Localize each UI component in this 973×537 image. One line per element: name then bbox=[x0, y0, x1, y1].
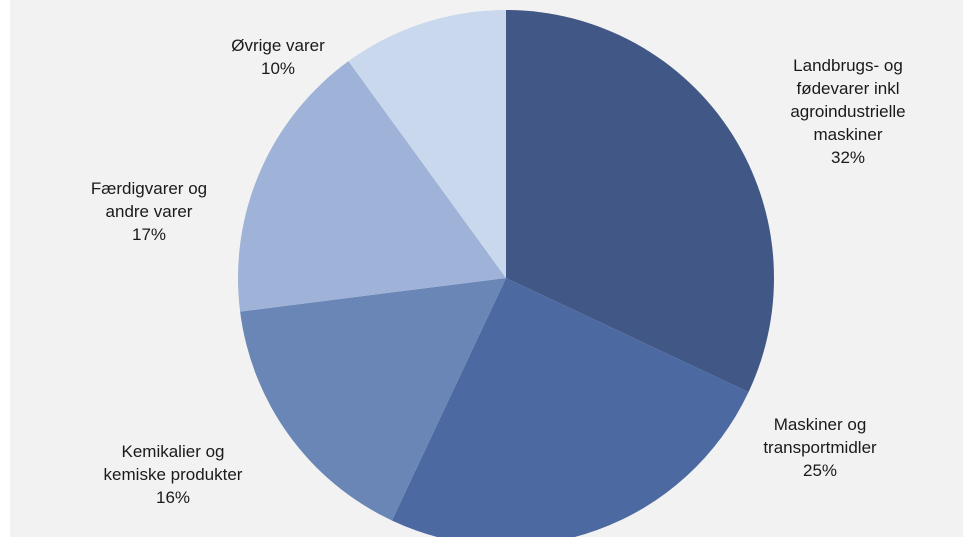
slice-label-line: Øvrige varer bbox=[231, 36, 325, 55]
pie-slice bbox=[240, 278, 507, 521]
slice-label-line: Maskiner og bbox=[774, 415, 867, 434]
slice-percent: 10% bbox=[261, 59, 295, 78]
slice-label: Landbrugs- og fødevarer inkl agroindustrie… bbox=[790, 56, 905, 167]
slice-label-line: maskiner bbox=[814, 125, 883, 144]
slice-label: Færdigvarer og andre varer 17% bbox=[91, 179, 207, 244]
pie-slices bbox=[237, 10, 774, 537]
pie-slice bbox=[237, 61, 507, 312]
slice-label-line: agroindustrielle bbox=[790, 102, 905, 121]
slice-percent: 25% bbox=[803, 461, 837, 480]
slice-label-line: fødevarer inkl bbox=[797, 79, 900, 98]
slice-percent: 32% bbox=[831, 148, 865, 167]
pie-slice bbox=[348, 10, 506, 278]
slice-label-line: transportmidler bbox=[763, 438, 877, 457]
slice-label-line: Færdigvarer og bbox=[91, 179, 207, 198]
slice-label-line: Kemikalier og bbox=[122, 442, 225, 461]
pie-labels: Landbrugs- og fødevarer inkl agroindustrie… bbox=[91, 36, 906, 507]
slice-label: Kemikalier og kemiske produkter 16% bbox=[104, 442, 243, 507]
slice-label-line: Landbrugs- og bbox=[793, 56, 903, 75]
slice-percent: 16% bbox=[156, 488, 190, 507]
pie-slice bbox=[391, 278, 749, 537]
slice-label-line: kemiske produkter bbox=[104, 465, 243, 484]
slice-label: Maskiner og transportmidler 25% bbox=[763, 415, 877, 480]
slice-label: Øvrige varer 10% bbox=[231, 36, 325, 78]
slice-label-line: andre varer bbox=[106, 202, 193, 221]
slice-percent: 17% bbox=[132, 225, 166, 244]
pie-slice bbox=[506, 10, 774, 393]
